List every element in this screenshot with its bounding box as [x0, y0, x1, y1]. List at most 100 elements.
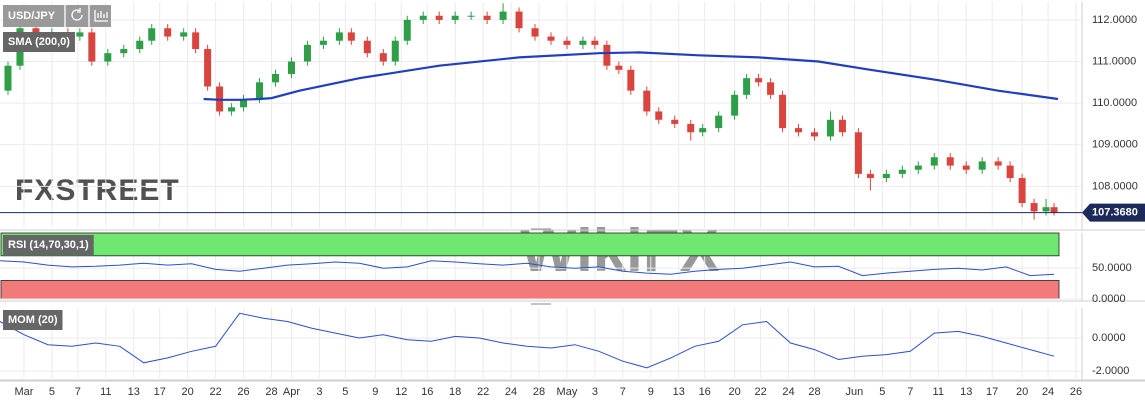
legend-box [3, 310, 63, 330]
x-tick-label: 18 [449, 386, 461, 398]
candle-body [88, 32, 96, 62]
x-tick-label: 5 [342, 386, 348, 398]
candle-body [403, 19, 411, 41]
candle-body [627, 69, 635, 91]
x-tick-label: 28 [533, 386, 545, 398]
toolbar-icons [64, 5, 108, 27]
candle-body [319, 40, 327, 45]
x-tick-label: 17 [986, 386, 998, 398]
y-tick-label: 50.0000 [1092, 262, 1132, 274]
candle-body [687, 123, 695, 133]
indicator-line [0, 260, 1055, 277]
candle-body [515, 11, 523, 29]
y-tick-label: 0.0000 [1092, 293, 1126, 305]
candle-body [148, 28, 156, 41]
candle-body [699, 128, 707, 133]
candle-body [271, 74, 279, 83]
x-tick-label: 13 [960, 386, 972, 398]
candle-body [994, 161, 1002, 166]
y-tick-label: 110.0000 [1092, 97, 1137, 109]
candle-body [643, 90, 651, 112]
candle-body [240, 98, 248, 108]
candle-body [1018, 178, 1026, 204]
x-tick-label: 22 [209, 386, 221, 398]
x-tick-label: May [557, 386, 578, 398]
candle-body [671, 119, 679, 124]
candle-body [591, 40, 599, 45]
candle-body [180, 32, 188, 37]
candle-body [335, 32, 343, 41]
x-tick-label: Mar [14, 386, 33, 398]
x-tick-label: 7 [620, 386, 626, 398]
legend-label: SMA (200,0) [8, 36, 70, 48]
x-tick-label: 28 [265, 386, 277, 398]
x-tick-label: 24 [782, 386, 794, 398]
candle-body [810, 132, 818, 137]
x-tick-label: Apr [283, 386, 300, 398]
candle-body [779, 94, 787, 129]
x-tick-label: 13 [673, 386, 685, 398]
candle-body [228, 107, 236, 112]
plot-layer: Mar 5 7 11 13 17 20 22 26 28 Apr 3 5 9 12 16 18 22 24 28 May… [0, 2, 1145, 398]
candle-body [914, 165, 922, 170]
candle-body [838, 119, 846, 133]
candle-body [467, 15, 475, 17]
candle-body [136, 40, 144, 50]
candle-body [435, 15, 443, 20]
candle-body [204, 49, 212, 87]
x-tick-label: 16 [699, 386, 711, 398]
candle-body [1050, 207, 1058, 213]
x-tick-label: 11 [933, 386, 944, 398]
symbol-title: USD/JPY [8, 10, 56, 22]
candle-body [379, 53, 387, 62]
candle-body [866, 173, 874, 179]
candle-body [755, 78, 763, 83]
candle-body [287, 61, 295, 75]
candle-body [1006, 165, 1014, 179]
legend-box [3, 32, 75, 52]
candle-body [978, 161, 986, 170]
x-tick-label: 5 [879, 386, 885, 398]
y-tick-label: 108.0000 [1092, 180, 1138, 192]
y-tick-label: -2.0000 [1092, 365, 1129, 377]
candle-body [391, 40, 399, 62]
indicator-line [203, 51, 1059, 101]
x-tick-label: 22 [754, 386, 766, 398]
x-tick-label: Jun [846, 386, 864, 398]
band [0, 232, 1060, 257]
candle-body [120, 49, 128, 54]
x-tick-label: 3 [592, 386, 598, 398]
candle-body [731, 94, 739, 116]
y-tick-label: 0.0000 [1092, 332, 1126, 344]
y-tick-label: 111.0000 [1092, 55, 1136, 67]
x-tick-label: 24 [505, 386, 517, 398]
candle-body [603, 44, 611, 66]
x-tick-label: 7 [75, 386, 81, 398]
candle-body [946, 157, 954, 166]
band [0, 280, 1060, 300]
x-tick-label: 7 [907, 386, 913, 398]
candle-body [882, 173, 890, 179]
candle-body [419, 15, 427, 20]
x-tick-label: 9 [372, 386, 378, 398]
x-tick-label: 9 [648, 386, 654, 398]
candle-body [256, 82, 264, 99]
candle-body [1042, 207, 1050, 212]
candle-body [483, 15, 491, 20]
candle-body [303, 44, 311, 62]
candle-body [547, 36, 555, 41]
candle-body [451, 15, 459, 20]
candle-body [826, 119, 834, 137]
candle-body [898, 169, 906, 174]
x-tick-label: 26 [1070, 386, 1082, 398]
candle-body [767, 82, 775, 95]
candle-body [347, 32, 355, 41]
candle-body [76, 32, 84, 37]
candle-body [4, 65, 12, 91]
candle-body [363, 40, 371, 54]
indicator-line [0, 312, 1055, 369]
price-tag-label: 107.3680 [1092, 207, 1138, 219]
x-tick-label: 22 [477, 386, 489, 398]
symbol-box[interactable] [3, 5, 111, 27]
